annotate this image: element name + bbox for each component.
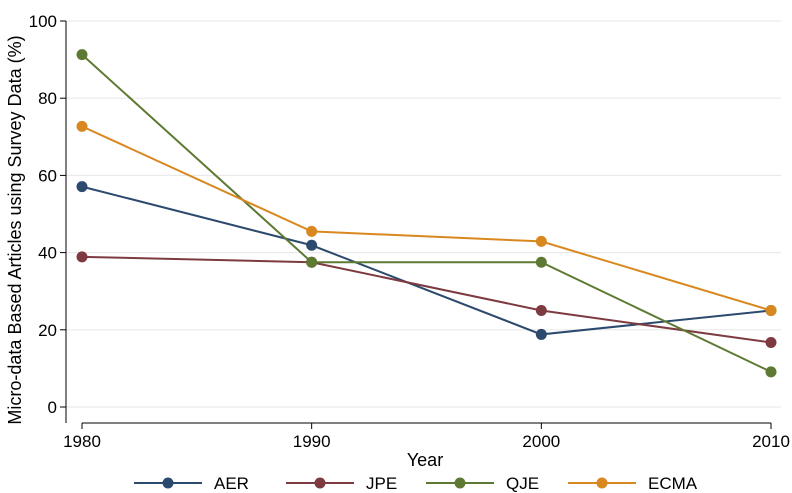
point-jpe — [76, 251, 88, 263]
legend-marker-jpe — [314, 477, 326, 489]
point-aer — [306, 239, 318, 251]
legend-label-ecma: ECMA — [648, 474, 698, 493]
point-jpe — [765, 337, 777, 349]
x-tick-label: 2000 — [522, 432, 560, 451]
y-axis-title: Micro-data Based Articles using Survey D… — [5, 35, 25, 424]
axes: 0 20 40 60 80 100 1980 1990 2000 2010 — [29, 12, 790, 451]
series-group — [76, 49, 777, 378]
legend-marker-qje — [454, 477, 466, 489]
point-qje — [306, 256, 318, 268]
legend: AER JPE QJE ECMA — [134, 474, 698, 493]
x-tick-label: 2010 — [752, 432, 790, 451]
point-qje — [76, 49, 88, 61]
point-ecma — [306, 225, 318, 237]
y-tick-label: 20 — [38, 321, 57, 340]
y-tick-label: 40 — [38, 244, 57, 263]
x-axis-title: Year — [407, 450, 443, 470]
y-tick-label: 80 — [38, 89, 57, 108]
x-tick-label: 1980 — [63, 432, 101, 451]
series-line-aer — [81, 185, 772, 336]
legend-label-aer: AER — [214, 474, 249, 493]
y-tick-label: 100 — [29, 12, 57, 31]
point-aer — [535, 328, 547, 340]
point-ecma — [76, 120, 88, 132]
point-jpe — [535, 305, 547, 316]
point-qje — [535, 256, 547, 268]
legend-marker-aer — [162, 477, 174, 489]
legend-marker-ecma — [596, 477, 608, 489]
series-line-qje — [81, 53, 772, 373]
x-tick-label: 1990 — [293, 432, 331, 451]
series-line-jpe — [81, 255, 772, 344]
point-aer — [76, 181, 88, 193]
point-ecma — [765, 305, 777, 316]
gridlines — [66, 20, 781, 408]
legend-label-jpe: JPE — [366, 474, 397, 493]
point-ecma — [535, 235, 547, 247]
y-tick-label: 0 — [48, 398, 57, 417]
series-line-ecma — [81, 125, 772, 312]
point-qje — [765, 366, 777, 378]
y-tick-label: 60 — [38, 166, 57, 185]
legend-label-qje: QJE — [506, 474, 539, 493]
